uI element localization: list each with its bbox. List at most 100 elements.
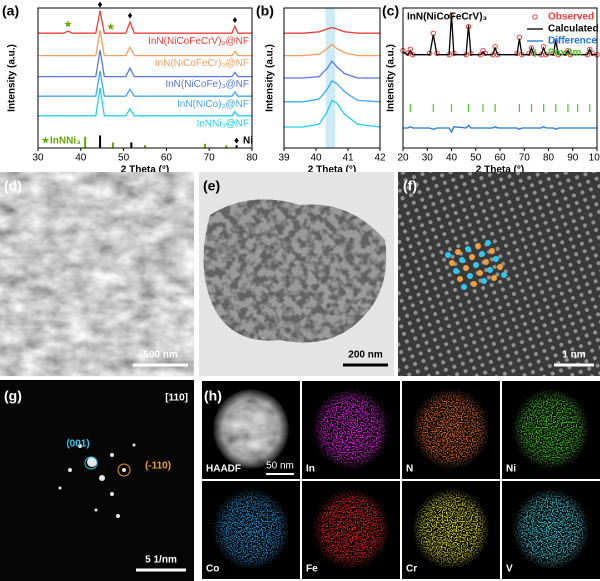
x-tick-label: 70 — [204, 153, 216, 164]
reference-symbol: ♦ — [234, 136, 239, 147]
element-map — [506, 385, 596, 473]
panel-label: (e) — [203, 178, 220, 194]
x-tick-label: 50 — [470, 153, 482, 164]
peak-marker: ★ — [106, 22, 115, 33]
legend-marker — [532, 14, 538, 20]
observed-point — [531, 50, 537, 57]
x-tick-label: 20 — [397, 153, 409, 164]
x-tick-label: 100 — [589, 153, 600, 164]
element-map — [506, 485, 596, 573]
x-axis-label: 2 Theta (°) — [476, 165, 524, 176]
atom-overlay — [501, 272, 507, 278]
map-label: Fe — [306, 564, 318, 575]
x-axis-label: 2 Theta (°) — [308, 165, 356, 176]
atom-overlay — [485, 240, 491, 246]
x-tick-label: 60 — [161, 153, 173, 164]
atom-overlay — [445, 252, 451, 258]
series-line — [38, 87, 252, 117]
y-axis-label: Intensity (a.u.) — [7, 44, 18, 112]
atom-overlay — [487, 267, 493, 273]
atom-overlay — [479, 251, 485, 257]
x-tick-label: 40 — [310, 153, 322, 164]
hrtem-lattice — [398, 172, 600, 376]
x-tick-label: 39 — [278, 153, 290, 164]
series-line — [38, 30, 252, 57]
series-line — [403, 124, 597, 134]
series-line — [38, 70, 252, 97]
map-label: Cr — [406, 564, 417, 575]
element-map — [206, 485, 296, 573]
spot-ring — [84, 456, 98, 470]
plot-frame — [37, 7, 253, 149]
atom-overlay — [497, 264, 503, 270]
element-map — [206, 385, 296, 473]
diffraction-spot — [122, 468, 126, 472]
x-tick-label: 80 — [246, 153, 258, 164]
map-label: N — [406, 464, 413, 475]
x-tick-label: 30 — [32, 153, 44, 164]
spot-ring — [117, 463, 131, 477]
spot-label: (-110) — [145, 461, 171, 472]
peak-marker: ♦ — [232, 15, 237, 26]
zone-axis: [110] — [165, 393, 188, 404]
x-tick-label: 41 — [342, 153, 354, 164]
atom-overlay — [453, 268, 459, 274]
fft-image — [0, 380, 194, 581]
diffraction-spot — [132, 443, 136, 447]
map-label: V — [506, 564, 513, 575]
diffraction-spot — [110, 492, 114, 496]
series-line — [284, 26, 380, 34]
peak-marker: ★ — [63, 20, 72, 31]
x-tick-label: 70 — [519, 153, 531, 164]
atom-overlay — [469, 254, 475, 260]
reference-name: InNNi₃ — [50, 136, 81, 147]
diffraction-spot — [87, 457, 97, 467]
atom-overlay — [459, 257, 465, 263]
scale-label: 200 nm — [348, 350, 383, 361]
atom-overlay — [455, 249, 461, 255]
x-tick-label: 40 — [446, 153, 458, 164]
x-tick-label: 90 — [567, 153, 579, 164]
series-label: InN(NiCoFe)₃@NF — [165, 79, 249, 90]
atom-overlay — [457, 276, 463, 282]
scale-label: 500 nm — [143, 350, 178, 361]
highlight-band — [325, 8, 336, 148]
diffraction-spot — [116, 514, 120, 518]
x-tick-label: 42 — [374, 153, 386, 164]
scale-label: 50 nm — [266, 461, 294, 472]
series-label: InN(NiCo)₃@NF — [177, 99, 249, 110]
legend-label: Pm-3m — [548, 48, 581, 59]
diffraction-spot — [110, 453, 114, 457]
plot-frame — [402, 7, 598, 149]
map-label: Co — [206, 564, 219, 575]
atom-overlay — [463, 265, 469, 271]
x-tick-label: 30 — [422, 153, 434, 164]
x-tick-label: 80 — [543, 153, 555, 164]
observed-point — [426, 50, 433, 57]
atom-overlay — [473, 262, 479, 268]
atom-overlay — [475, 243, 481, 249]
diffraction-spot — [68, 468, 72, 472]
diffraction-spot — [78, 444, 82, 448]
atom-overlay — [465, 246, 471, 252]
x-tick-label: 40 — [75, 153, 87, 164]
legend-label: Calculated — [548, 24, 599, 35]
atom-overlay — [449, 260, 455, 266]
panel-label: (g) — [4, 388, 22, 404]
panel-label: (a) — [2, 3, 19, 19]
panel-label: (c) — [382, 3, 399, 19]
legend-label: Observed — [548, 12, 594, 23]
atom-overlay — [493, 256, 499, 262]
chart-title: InN(NiCoFeCrV)₃ — [407, 12, 488, 23]
diffraction-spot — [99, 475, 105, 481]
spot-label: (001) — [66, 439, 89, 450]
observed-point — [565, 47, 571, 54]
reference-symbol: ★ — [41, 136, 50, 147]
tem-pores — [203, 199, 387, 343]
x-tick-label: 50 — [118, 153, 130, 164]
panel-label: (b) — [256, 3, 274, 19]
scale-label: 1 nm — [562, 350, 585, 361]
series-label: InN(NiCoFeCr)₃@NF — [155, 58, 249, 69]
element-map — [406, 385, 496, 473]
